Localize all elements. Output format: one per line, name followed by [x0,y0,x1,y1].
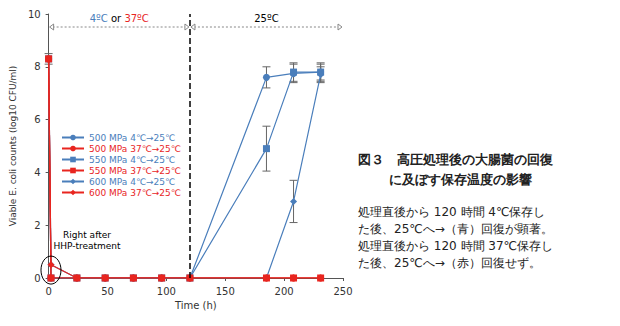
svg-text:8: 8 [34,61,40,72]
svg-text:Viable E. coli counts (log10 C: Viable E. coli counts (log10 CFU/ml) [8,66,18,227]
html-text:処理直後から 120 時間 37℃保存し: 処理直後から 120 時間 37℃保存し [358,239,554,253]
svg-text:10: 10 [28,9,41,20]
svg-text:Right after: Right after [63,230,111,240]
svg-text:37ºC: 37ºC [124,13,148,24]
svg-text:600 MPa 4℃→25℃: 600 MPa 4℃→25℃ [89,177,175,187]
html-text:た後、25℃へ→（赤）回復せず。: た後、25℃へ→（赤）回復せず。 [358,256,541,270]
svg-text:200: 200 [275,286,294,297]
html-text:た後、25℃へ→（青）回復が顕著。: た後、25℃へ→（青）回復が顕著。 [358,222,553,236]
svg-text:150: 150 [216,286,235,297]
svg-text:4: 4 [34,167,40,178]
html-text:処理直後から 120 時間 4℃保存し: 処理直後から 120 時間 4℃保存し [358,205,546,219]
svg-text:4ºC: 4ºC [90,13,108,24]
svg-text:50: 50 [101,286,114,297]
svg-text:or: or [111,12,122,24]
svg-text:250: 250 [333,286,352,297]
html-text:に及ぼす保存温度の影響: に及ぼす保存温度の影響 [358,172,532,187]
svg-text:2: 2 [34,220,40,231]
svg-text:100: 100 [157,286,176,297]
svg-text:6: 6 [34,114,40,125]
svg-text:500 MPa 4℃→25℃: 500 MPa 4℃→25℃ [89,133,175,143]
svg-text:Time (h): Time (h) [174,300,217,311]
svg-text:25ºC: 25ºC [254,13,278,24]
svg-text:600 MPa 37℃→25℃: 600 MPa 37℃→25℃ [89,188,181,198]
svg-text:550 MPa 4℃→25℃: 550 MPa 4℃→25℃ [89,155,175,165]
svg-text:500 MPa 37℃→25℃: 500 MPa 37℃→25℃ [89,144,181,154]
svg-text:0: 0 [34,273,40,284]
svg-text:HHP-treatment: HHP-treatment [53,241,121,251]
svg-text:550 MPa 37℃→25℃: 550 MPa 37℃→25℃ [89,166,181,176]
svg-text:0: 0 [45,286,51,297]
html-text:図３ 高圧処理後の大腸菌の回復: 図３ 高圧処理後の大腸菌の回復 [358,152,553,167]
